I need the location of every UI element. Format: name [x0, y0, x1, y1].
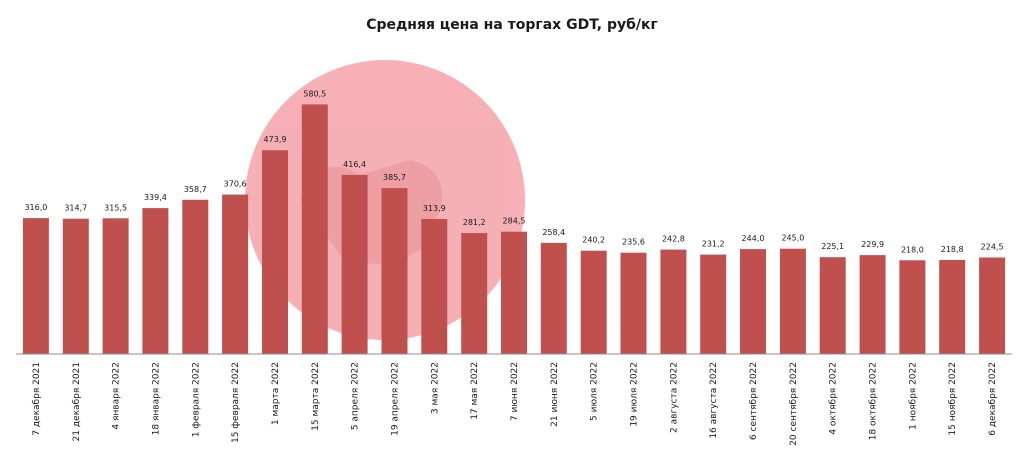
x-tick-label: 1 ноября 2022	[908, 362, 918, 430]
bar	[102, 218, 129, 354]
data-label: 258,4	[542, 228, 565, 237]
x-tick-label: 19 апреля 2022	[391, 362, 401, 436]
data-label: 473,9	[264, 135, 287, 144]
bar	[700, 254, 727, 354]
data-label: 229,9	[861, 240, 884, 249]
x-tick-labels-group: 7 декабря 2021 21 декабря 2021 4 января 20…	[32, 362, 998, 446]
data-label: 281,2	[463, 218, 486, 227]
data-label: 240,2	[582, 236, 605, 245]
bar	[540, 242, 567, 354]
bar	[620, 252, 647, 354]
data-label: 358,7	[184, 185, 207, 194]
bar	[899, 260, 926, 354]
x-tick-label: 7 декабря 2021	[32, 362, 42, 436]
data-label: 218,0	[901, 245, 924, 254]
x-tick-label: 16 августа 2022	[709, 362, 719, 439]
data-labels-group: 316,0 314,7 315,5 339,4 358,7 370,6 473,9 580,5…	[24, 89, 1003, 254]
data-label: 416,4	[343, 160, 366, 169]
data-label: 339,4	[144, 193, 167, 202]
x-tick-label: 19 июля 2022	[630, 362, 640, 427]
x-tick-label: 3 мая 2022	[430, 362, 440, 414]
bar	[779, 248, 806, 354]
bar	[301, 104, 328, 355]
x-tick-label: 4 октября 2022	[829, 362, 839, 435]
data-label: 231,2	[702, 240, 725, 249]
bar	[22, 218, 49, 354]
bar	[381, 188, 408, 354]
data-label: 315,5	[104, 203, 127, 212]
x-tick-label: 6 декабря 2022	[988, 362, 998, 436]
bar	[182, 199, 209, 354]
bar	[859, 255, 886, 354]
x-tick-label: 15 ноября 2022	[948, 362, 958, 436]
data-label: 316,0	[24, 203, 47, 212]
data-label: 242,8	[662, 235, 685, 244]
bar	[421, 219, 448, 354]
x-tick-label: 4 января 2022	[112, 362, 122, 430]
x-tick-label: 5 апреля 2022	[351, 362, 361, 430]
x-tick-label: 7 июня 2022	[510, 362, 520, 421]
x-tick-label: 15 марта 2022	[311, 362, 321, 431]
data-label: 313,9	[423, 204, 446, 213]
x-tick-label: 6 сентября 2022	[749, 362, 759, 440]
data-label: 385,7	[383, 173, 406, 182]
x-tick-label: 15 февраля 2022	[231, 362, 241, 443]
data-label: 225,1	[821, 242, 844, 251]
x-tick-label: 2 августа 2022	[669, 362, 679, 433]
bar	[979, 257, 1006, 354]
bar	[939, 259, 966, 354]
bar	[501, 231, 527, 354]
bar	[142, 208, 169, 354]
x-tick-label: 20 сентября 2022	[789, 362, 799, 446]
data-label: 244,0	[742, 234, 765, 243]
data-label: 235,6	[622, 238, 645, 247]
data-label: 284,5	[503, 217, 526, 226]
x-tick-label: 21 июня 2022	[550, 362, 560, 427]
bar	[740, 249, 766, 354]
bar	[222, 194, 249, 354]
x-tick-label: 1 марта 2022	[271, 362, 281, 425]
x-tick-label: 5 июля 2022	[590, 362, 600, 421]
bar	[62, 218, 89, 354]
x-tick-label: 17 мая 2022	[470, 362, 480, 420]
x-tick-label: 1 февраля 2022	[191, 362, 201, 437]
data-label: 218,8	[941, 245, 964, 254]
chart-title: Средняя цена на торгах GDT, руб/кг	[366, 17, 658, 33]
bar	[461, 233, 488, 354]
x-tick-label: 18 января 2022	[151, 362, 161, 435]
data-label: 580,5	[303, 89, 326, 98]
bar	[819, 257, 846, 354]
bars-group	[22, 104, 1006, 355]
x-tick-label: 18 октября 2022	[869, 362, 879, 440]
bar	[580, 250, 607, 354]
data-label: 224,5	[981, 243, 1004, 252]
bar	[262, 150, 288, 354]
bar	[660, 249, 687, 354]
data-label: 370,6	[224, 180, 247, 189]
data-label: 314,7	[64, 204, 87, 213]
bar	[341, 174, 368, 354]
data-label: 245,0	[781, 234, 804, 243]
x-tick-label: 21 декабря 2021	[72, 362, 82, 441]
